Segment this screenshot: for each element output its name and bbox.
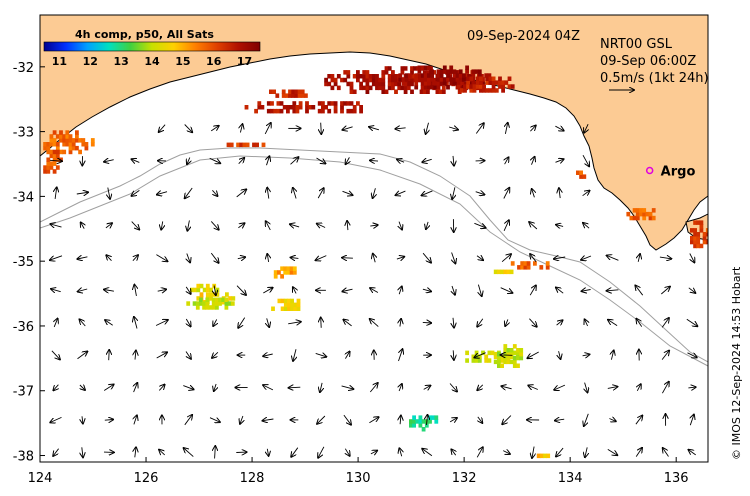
y-tick-label: -38 [13, 450, 34, 465]
x-tick-label: 124 [28, 471, 53, 486]
colorbar-tick-label: 16 [206, 55, 222, 68]
x-tick-label: 128 [240, 471, 265, 486]
plot-frame [39, 14, 709, 463]
colorbar-tick-label: 17 [237, 55, 252, 68]
y-tick-label: -33 [13, 126, 34, 141]
y-tick-label: -35 [13, 255, 34, 270]
credit-text: © IMOS 12-Sep-2024 14:53 Hobart [730, 266, 743, 460]
sst-patches [43, 65, 708, 459]
y-axis: -32 -33 -34 -35 -36 -37 -38 [13, 61, 45, 465]
product-label: NRT00 GSL [600, 37, 673, 52]
y-tick-label: -36 [13, 320, 34, 335]
x-tick-label: 126 [134, 471, 159, 486]
colorbar-ramp [43, 41, 261, 52]
current-vectors [50, 123, 698, 459]
x-tick-label: 134 [558, 471, 583, 486]
date-label: 09-Sep-2024 04Z [467, 29, 580, 44]
argo-label: Argo [661, 164, 696, 179]
colorbar-tick-label: 15 [175, 55, 190, 68]
argo-marker-icon[interactable] [645, 166, 654, 175]
scale-label: 0.5m/s (1kt 24h) [600, 71, 709, 86]
colorbar-title: 4h comp, p50, All Sats [75, 28, 214, 41]
colorbar-tick-label: 11 [52, 55, 67, 68]
colorbar: 4h comp, p50, All Sats 11 12 13 14 15 16 17 [43, 28, 261, 68]
y-tick-label: -32 [13, 61, 34, 76]
land-mass [40, 15, 708, 251]
x-tick-label: 130 [346, 471, 371, 486]
x-tick-label: 136 [664, 471, 689, 486]
colorbar-tick-label: 13 [113, 55, 128, 68]
x-tick-label: 132 [452, 471, 477, 486]
current-time-label: 09-Sep 06:00Z [600, 54, 696, 69]
colorbar-tick-label: 12 [83, 55, 98, 68]
colorbar-tick-label: 14 [144, 55, 160, 68]
shelf-contour [40, 147, 708, 363]
x-axis: 124 126 128 130 132 134 136 [28, 457, 689, 486]
y-tick-label: -34 [13, 190, 34, 205]
y-tick-label: -37 [13, 385, 34, 400]
